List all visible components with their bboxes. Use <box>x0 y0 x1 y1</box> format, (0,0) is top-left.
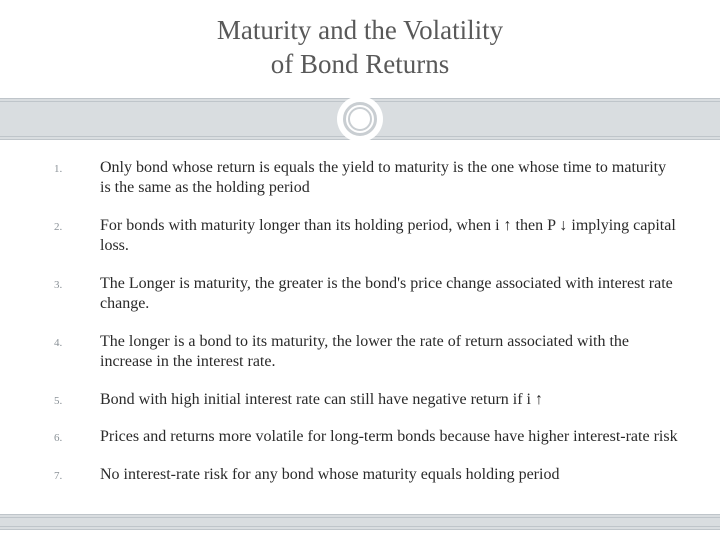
item-text: Prices and returns more volatile for lon… <box>100 427 680 447</box>
title-line-1: Maturity and the Volatility <box>217 15 503 45</box>
footer-band <box>0 514 720 530</box>
list-item: 4. The longer is a bond to its maturity,… <box>54 332 680 373</box>
list-item: 5. Bond with high initial interest rate … <box>54 390 680 410</box>
item-number: 2. <box>54 216 100 257</box>
item-number: 3. <box>54 274 100 315</box>
item-text: The Longer is maturity, the greater is t… <box>100 274 680 315</box>
item-number: 5. <box>54 390 100 410</box>
item-number: 7. <box>54 465 100 485</box>
list-item: 1. Only bond whose return is equals the … <box>54 158 680 199</box>
list-item: 6. Prices and returns more volatile for … <box>54 427 680 447</box>
title-line-2: of Bond Returns <box>271 49 450 79</box>
ring-inner-circle <box>348 107 372 131</box>
item-number: 4. <box>54 332 100 373</box>
item-text: For bonds with maturity longer than its … <box>100 216 680 257</box>
item-number: 6. <box>54 427 100 447</box>
content-list: 1. Only bond whose return is equals the … <box>54 158 680 502</box>
slide: Maturity and the Volatility of Bond Retu… <box>0 0 720 540</box>
item-text: No interest-rate risk for any bond whose… <box>100 465 680 485</box>
item-text: The longer is a bond to its maturity, th… <box>100 332 680 373</box>
item-text: Only bond whose return is equals the yie… <box>100 158 680 199</box>
item-number: 1. <box>54 158 100 199</box>
list-item: 3. The Longer is maturity, the greater i… <box>54 274 680 315</box>
list-item: 7. No interest-rate risk for any bond wh… <box>54 465 680 485</box>
slide-title: Maturity and the Volatility of Bond Retu… <box>0 0 720 82</box>
ring-decoration <box>337 96 383 142</box>
list-item: 2. For bonds with maturity longer than i… <box>54 216 680 257</box>
item-text: Bond with high initial interest rate can… <box>100 390 680 410</box>
